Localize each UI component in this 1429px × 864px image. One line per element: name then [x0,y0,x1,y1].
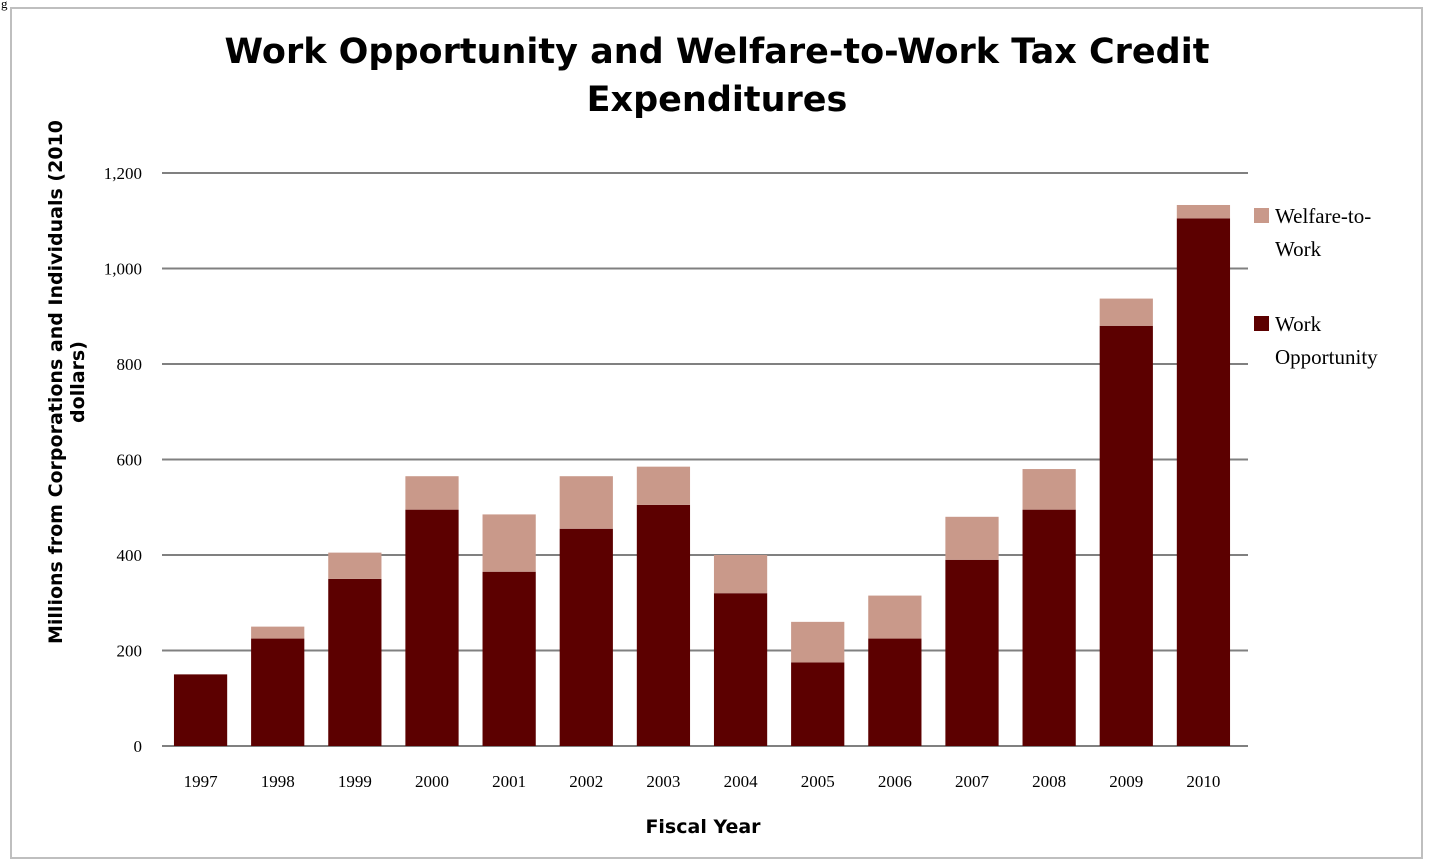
legend-swatch-work-opportunity [1254,316,1269,331]
x-tick-label-2006: 2006 [878,772,912,791]
bars [173,204,1231,747]
axis-ticks: 0 200 400 600 800 1,000 1,200 1997 1998 1999 2000 2… [104,164,1221,791]
bar-work-opportunity-2008 [1022,509,1076,746]
bar-welfare-to-work-2009 [1099,298,1153,326]
y-tick-label-1200: 1,200 [104,164,142,183]
bar-work-opportunity-1998 [251,638,305,746]
bar-welfare-to-work-2007 [945,516,999,560]
bar-welfare-to-work-1998 [251,626,305,639]
x-tick-label-1997: 1997 [184,772,219,791]
x-tick-label-2007: 2007 [955,772,990,791]
x-tick-label-2010: 2010 [1186,772,1220,791]
y-axis-title: Millions from Corporations and Individua… [45,120,89,644]
legend-label-work-opportunity-line-1: Work [1275,312,1322,336]
chart-title-line-1: Work Opportunity and Welfare-to-Work Tax… [225,32,1210,72]
bar-welfare-to-work-2002 [559,476,613,529]
legend-label-work-opportunity-line-2: Opportunity [1275,345,1378,369]
x-tick-label-2005: 2005 [801,772,835,791]
x-tick-label-2003: 2003 [646,772,680,791]
bar-welfare-to-work-2005 [791,621,845,663]
bar-work-opportunity-2004 [713,593,768,746]
bar-welfare-to-work-2004 [713,555,768,594]
bar-welfare-to-work-2010 [1176,204,1231,219]
legend-label-welfare-to-work-line-2: Work [1275,237,1322,261]
bar-work-opportunity-2007 [945,559,999,746]
y-axis-title-line-2: dollars) [67,341,89,423]
bar-work-opportunity-2005 [791,662,845,746]
chart-title-line-2: Expenditures [587,80,848,120]
y-tick-label-600: 600 [117,451,143,470]
x-tick-label-2000: 2000 [415,772,449,791]
legend-label-welfare-to-work-line-1: Welfare-to- [1275,204,1371,228]
y-tick-label-200: 200 [117,642,143,661]
grid-lines [162,172,1248,747]
bar-welfare-to-work-2001 [482,514,536,572]
bar-welfare-to-work-2006 [868,595,922,639]
y-tick-label-1000: 1,000 [104,260,142,279]
y-tick-label-800: 800 [117,355,143,374]
y-tick-label-0: 0 [134,737,143,756]
x-tick-label-1998: 1998 [261,772,295,791]
x-tick-label-2009: 2009 [1109,772,1143,791]
bar-welfare-to-work-2000 [405,476,459,510]
x-tick-label-1999: 1999 [338,772,372,791]
corner-mark: g [1,0,8,11]
x-tick-label-2001: 2001 [492,772,526,791]
bar-work-opportunity-2006 [868,638,922,746]
x-tick-label-2002: 2002 [569,772,603,791]
x-tick-label-2008: 2008 [1032,772,1066,791]
legend-swatch-welfare-to-work [1254,208,1269,223]
bar-work-opportunity-1997 [173,674,228,746]
bar-work-opportunity-2000 [405,509,459,746]
bar-welfare-to-work-2008 [1022,469,1076,510]
bar-work-opportunity-2003 [636,504,691,746]
bar-work-opportunity-2009 [1099,325,1153,746]
y-axis-title-line-1: Millions from Corporations and Individua… [45,120,67,644]
x-axis-title: Fiscal Year [645,816,761,838]
x-tick-label-2004: 2004 [724,772,759,791]
bar-welfare-to-work-1999 [328,552,382,579]
y-tick-label-400: 400 [117,546,143,565]
bar-work-opportunity-2010 [1176,218,1231,747]
bar-work-opportunity-1999 [328,578,382,746]
bar-welfare-to-work-2003 [636,466,691,505]
bar-work-opportunity-2001 [482,571,536,746]
legend: Welfare-to- Work Work Opportunity [1254,204,1378,369]
bar-work-opportunity-2002 [559,528,613,746]
